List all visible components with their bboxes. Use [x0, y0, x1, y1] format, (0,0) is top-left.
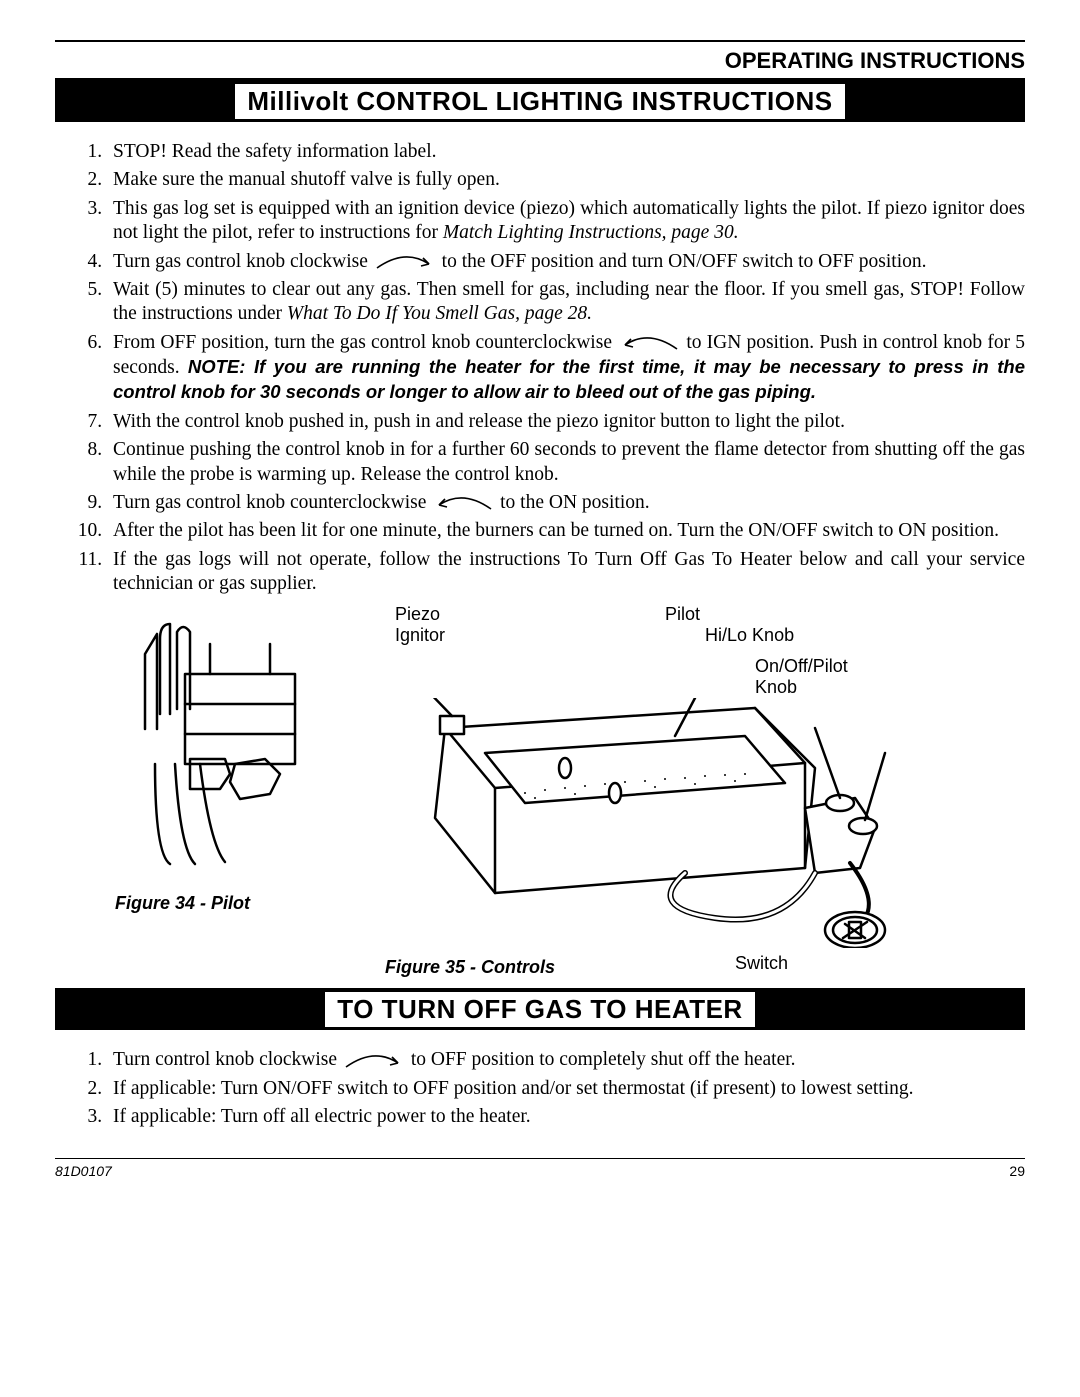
label-knob: Knob — [755, 677, 848, 698]
manual-page: OPERATING INSTRUCTIONS Millivolt CONTROL… — [0, 0, 1080, 1209]
label-onoff: On/Off/Pilot — [755, 656, 848, 677]
counterclockwise-arrow-icon — [431, 495, 495, 511]
step-4a: Turn gas control knob clockwise — [113, 251, 373, 272]
clockwise-arrow-icon — [373, 254, 437, 270]
step-3: This gas log set is equipped with an ign… — [107, 197, 1025, 246]
pilot-diagram-icon — [115, 604, 355, 884]
step-11: If the gas logs will not operate, follow… — [107, 548, 1025, 597]
step-5b: What To Do If You Smell Gas, page 28. — [287, 303, 592, 324]
title-bar-turnoff: TO TURN OFF GAS TO HEATER — [55, 988, 1025, 1030]
figure-34: Figure 34 - Pilot — [115, 604, 375, 978]
step-9a: Turn gas control knob counterclockwise — [113, 492, 431, 513]
figures-row: Figure 34 - Pilot Piezo Ignitor Pilot Hi… — [55, 604, 1025, 978]
label-piezo: Piezo — [395, 604, 445, 625]
figure-35: Piezo Ignitor Pilot Hi/Lo Knob On/Off/Pi… — [385, 604, 1025, 978]
label-pilot: Pilot — [665, 604, 848, 625]
step-6c: NOTE: If you are running the heater for … — [113, 356, 1025, 402]
step-8: Continue pushing the control knob in for… — [107, 438, 1025, 487]
counterclockwise-arrow-icon — [617, 335, 681, 351]
step-9b: to the ON position. — [500, 492, 650, 513]
step-5: Wait (5) minutes to clear out any gas. T… — [107, 278, 1025, 327]
label-switch: Switch — [735, 953, 788, 978]
step-9: Turn gas control knob counterclockwise t… — [107, 491, 1025, 515]
turnoff-instructions-list: Turn control knob clockwise to OFF posit… — [55, 1048, 1025, 1129]
lighting-instructions-list: STOP! Read the safety information label.… — [55, 140, 1025, 596]
step-1: STOP! Read the safety information label. — [107, 140, 1025, 164]
title1-rest: CONTROL LIGHTING INSTRUCTIONS — [356, 86, 832, 116]
page-number: 29 — [1009, 1163, 1025, 1179]
step-7: With the control knob pushed in, push in… — [107, 410, 1025, 434]
step-6: From OFF position, turn the gas control … — [107, 331, 1025, 406]
off-step-2: If applicable: Turn ON/OFF switch to OFF… — [107, 1077, 1025, 1101]
title-bar-turnoff-text: TO TURN OFF GAS TO HEATER — [325, 992, 754, 1027]
top-rule — [55, 40, 1025, 42]
page-footer: 81D0107 29 — [55, 1158, 1025, 1179]
step-6a: From OFF position, turn the gas control … — [113, 332, 617, 353]
title1-prefix: Millivolt — [247, 86, 356, 116]
figure-34-caption: Figure 34 - Pilot — [115, 893, 375, 914]
section-header: OPERATING INSTRUCTIONS — [55, 48, 1025, 80]
off-step-1a: Turn control knob clockwise — [113, 1049, 342, 1070]
step-4: Turn gas control knob clockwise to the O… — [107, 250, 1025, 274]
controls-diagram-icon — [385, 698, 945, 948]
label-hilo: Hi/Lo Knob — [705, 625, 848, 646]
clockwise-arrow-icon — [342, 1053, 406, 1069]
footer-code: 81D0107 — [55, 1163, 112, 1179]
off-step-3: If applicable: Turn off all electric pow… — [107, 1105, 1025, 1129]
off-step-1: Turn control knob clockwise to OFF posit… — [107, 1048, 1025, 1072]
step-4b: to the OFF position and turn ON/OFF swit… — [442, 251, 927, 272]
step-10: After the pilot has been lit for one min… — [107, 519, 1025, 543]
off-step-1b: to OFF position to completely shut off t… — [411, 1049, 796, 1070]
step-3b: Match Lighting Instructions, page 30. — [443, 222, 739, 243]
figure-35-caption: Figure 35 - Controls — [385, 957, 555, 978]
label-ignitor: Ignitor — [395, 625, 445, 646]
title-bar-lighting: Millivolt CONTROL LIGHTING INSTRUCTIONS — [55, 80, 1025, 122]
title-bar-lighting-text: Millivolt CONTROL LIGHTING INSTRUCTIONS — [235, 84, 844, 119]
step-2: Make sure the manual shutoff valve is fu… — [107, 168, 1025, 192]
